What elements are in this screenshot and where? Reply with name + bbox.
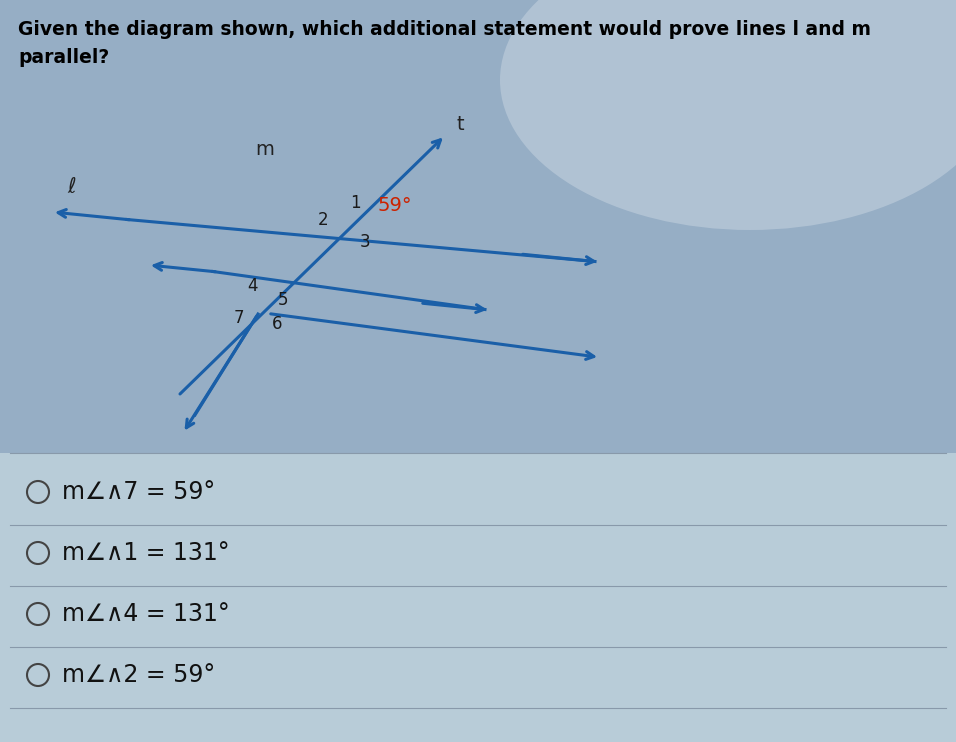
Text: t: t <box>457 116 465 134</box>
Text: 59°: 59° <box>378 196 412 215</box>
Text: 5: 5 <box>278 291 289 309</box>
Text: 2: 2 <box>317 211 328 229</box>
Text: m∠∧7 = 59°: m∠∧7 = 59° <box>62 480 215 504</box>
Text: 6: 6 <box>272 315 282 333</box>
Text: ℓ: ℓ <box>68 177 76 197</box>
Text: m∠∧4 = 131°: m∠∧4 = 131° <box>62 602 229 626</box>
Text: 4: 4 <box>248 277 258 295</box>
Text: m∠∧2 = 59°: m∠∧2 = 59° <box>62 663 215 687</box>
Text: 3: 3 <box>359 233 370 251</box>
Text: m∠∧1 = 131°: m∠∧1 = 131° <box>62 541 229 565</box>
Text: Given the diagram shown, which additional statement would prove lines l and m: Given the diagram shown, which additiona… <box>18 20 871 39</box>
FancyBboxPatch shape <box>0 0 956 453</box>
Ellipse shape <box>500 0 956 230</box>
Text: 7: 7 <box>234 309 244 327</box>
Text: parallel?: parallel? <box>18 48 109 67</box>
Text: 1: 1 <box>350 194 360 212</box>
FancyBboxPatch shape <box>0 453 956 742</box>
Text: m: m <box>255 140 274 159</box>
